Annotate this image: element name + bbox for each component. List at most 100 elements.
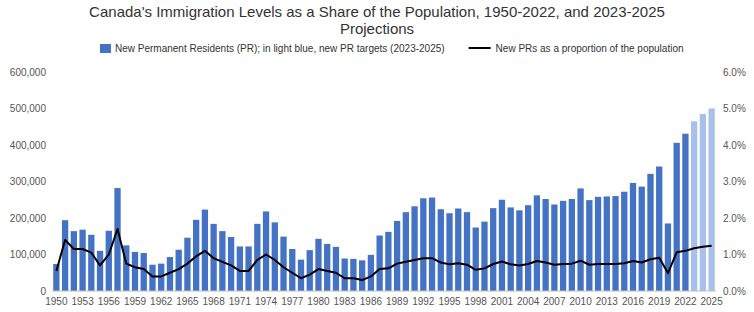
x-tick-label: 1980	[307, 296, 330, 307]
bar	[289, 249, 295, 291]
y-tick	[49, 181, 52, 182]
bar	[508, 207, 514, 291]
bar	[385, 232, 391, 291]
bar	[342, 259, 348, 291]
legend-label: New PRs as a proportion of the populatio…	[496, 43, 684, 54]
x-tick-label: 2019	[648, 296, 671, 307]
bar	[280, 237, 286, 291]
x-tick-label: 2010	[569, 296, 592, 307]
y2-tick	[716, 108, 719, 109]
y2-tick	[716, 254, 719, 255]
y-tick	[49, 145, 52, 146]
bar	[674, 143, 680, 291]
legend-swatch	[100, 44, 111, 53]
y2-tick-label: 0.0%	[723, 286, 746, 297]
y2-tick	[716, 218, 719, 219]
legend-item: New PRs as a proportion of the populatio…	[469, 43, 684, 54]
bar	[324, 244, 330, 291]
y-tick-label: 100,000	[10, 249, 47, 260]
bar	[647, 174, 653, 291]
bar	[132, 252, 138, 291]
bar	[315, 239, 321, 291]
bar	[455, 209, 461, 291]
bar	[595, 197, 601, 291]
x-tick-label: 2025	[701, 296, 724, 307]
legend-label: New Permanent Residents (PR); in light b…	[115, 43, 445, 54]
y2-tick-label: 4.0%	[723, 140, 746, 151]
x-tick-label: 1959	[124, 296, 147, 307]
x-tick-label: 1986	[360, 296, 383, 307]
bar	[691, 121, 697, 291]
bar	[88, 235, 94, 291]
x-tick-label: 1950	[45, 296, 68, 307]
bar	[62, 220, 68, 291]
bar	[97, 251, 103, 291]
plot-area	[53, 109, 715, 292]
bar	[429, 198, 435, 291]
bar	[263, 211, 269, 291]
y-tick	[49, 254, 52, 255]
y2-tick	[716, 72, 719, 73]
bar	[272, 222, 278, 291]
bar	[359, 260, 365, 291]
x-tick-label: 1971	[229, 296, 252, 307]
bar	[560, 201, 566, 291]
x-tick-label: 1992	[412, 296, 435, 307]
bar	[106, 231, 112, 291]
bar	[569, 199, 575, 291]
bar	[307, 250, 313, 291]
y-tick-label: 500,000	[10, 103, 47, 114]
x-tick-label: 2016	[622, 296, 645, 307]
bar	[333, 247, 339, 291]
x-tick-label: 2001	[491, 296, 514, 307]
x-tick-label: 1989	[386, 296, 409, 307]
bar	[708, 109, 714, 292]
title: Canada's Immigration Levels as a Share o…	[89, 3, 665, 37]
title-line: Projections	[340, 20, 414, 37]
legend-swatch	[469, 47, 491, 49]
y-tick-label: 0	[40, 286, 46, 297]
bar	[586, 200, 592, 291]
x-tick-label: 1962	[150, 296, 173, 307]
x-tick-label: 1956	[98, 296, 121, 307]
y-tick-label: 300,000	[10, 176, 47, 187]
bar	[551, 204, 557, 291]
bar	[438, 209, 444, 291]
bar	[376, 236, 382, 291]
y2-tick-label: 5.0%	[723, 103, 746, 114]
y2-tick	[716, 145, 719, 146]
bar	[665, 223, 671, 291]
bar	[604, 196, 610, 291]
x-tick-label: 1968	[203, 296, 226, 307]
title-line: Canada's Immigration Levels as a Share o…	[89, 3, 665, 20]
y-tick	[49, 72, 52, 73]
bar	[534, 195, 540, 291]
y2-tick-label: 1.0%	[723, 249, 746, 260]
bar	[656, 167, 662, 291]
bar	[499, 200, 505, 291]
bar	[700, 114, 706, 291]
y2-tick	[716, 291, 719, 292]
y-tick	[49, 291, 52, 292]
bar	[149, 265, 155, 291]
bar	[630, 183, 636, 291]
bar	[298, 260, 304, 291]
x-tick-label: 1995	[438, 296, 461, 307]
bar	[682, 134, 688, 291]
y-tick-label: 600,000	[10, 67, 47, 78]
y-tick	[49, 218, 52, 219]
bar	[612, 196, 618, 291]
line	[56, 229, 711, 280]
bar	[525, 205, 531, 291]
y2-tick	[716, 181, 719, 182]
y-tick-label: 200,000	[10, 213, 47, 224]
x-tick-label: 1998	[465, 296, 488, 307]
bar	[403, 212, 409, 291]
bar	[420, 198, 426, 291]
x-tick-label: 1977	[281, 296, 304, 307]
y2-tick-label: 3.0%	[723, 176, 746, 187]
bar	[639, 187, 645, 291]
bar	[446, 213, 452, 291]
x-tick-label: 2013	[596, 296, 619, 307]
x-tick-label: 2004	[517, 296, 540, 307]
